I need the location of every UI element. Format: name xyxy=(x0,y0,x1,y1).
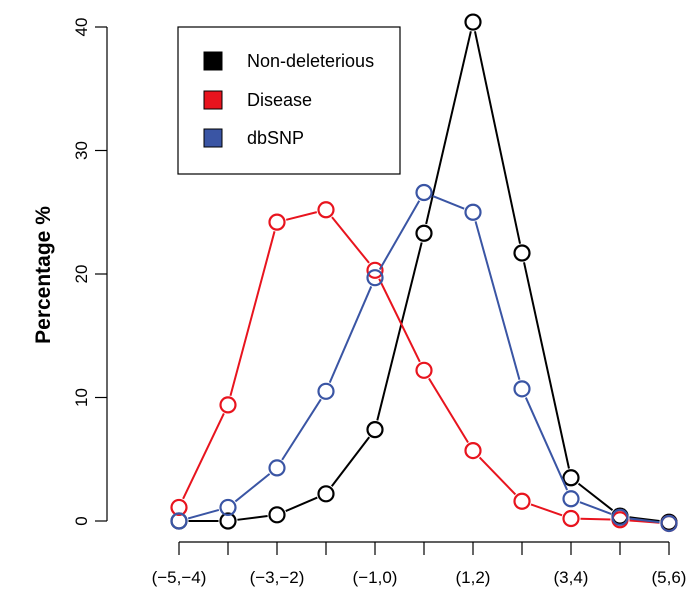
series-segment xyxy=(580,517,611,521)
series-segment xyxy=(376,242,423,421)
y-tick-label: 0 xyxy=(72,516,91,525)
x-tick-label: (−1,0) xyxy=(353,568,398,587)
data-point xyxy=(562,509,580,528)
data-point xyxy=(219,498,237,517)
data-point xyxy=(268,213,286,231)
data-point xyxy=(317,485,335,503)
data-point xyxy=(317,382,335,400)
x-tick-label: (5,6) xyxy=(652,568,687,587)
x-tick-label: (3,4) xyxy=(554,568,589,587)
series-segment xyxy=(285,496,318,513)
data-point xyxy=(366,269,384,287)
series-segment xyxy=(237,515,268,521)
series-segment xyxy=(328,286,373,383)
series-segment xyxy=(378,200,421,270)
series-segment xyxy=(523,262,570,469)
series-segment xyxy=(530,503,563,517)
data-point xyxy=(513,380,531,398)
y-axis: 0 10 20 30 40 xyxy=(72,18,108,526)
y-tick-label: 40 xyxy=(72,18,91,37)
legend: Non-deleterious Disease dbSNP xyxy=(177,26,401,175)
data-point xyxy=(562,490,580,508)
data-point xyxy=(562,469,580,487)
y-axis-title: Percentage % xyxy=(32,206,55,344)
data-point xyxy=(611,508,629,526)
series-segment xyxy=(524,397,569,491)
data-point xyxy=(415,224,433,242)
data-point xyxy=(268,459,286,477)
x-tick-label: (−5,−4) xyxy=(152,568,207,587)
y-tick-label: 10 xyxy=(72,388,91,407)
series-segment xyxy=(281,398,322,461)
series-segment xyxy=(474,221,521,380)
legend-swatch-disease xyxy=(203,90,223,110)
data-point xyxy=(317,201,335,219)
series-segment xyxy=(579,501,612,515)
series-segment xyxy=(577,482,614,511)
data-point xyxy=(219,512,237,530)
series-segment xyxy=(234,473,271,503)
series-segment xyxy=(229,231,276,396)
series-segment xyxy=(182,413,225,500)
series-segment xyxy=(473,31,522,244)
legend-label-non-deleterious: Non-deleterious xyxy=(247,51,374,71)
data-point xyxy=(513,492,531,510)
data-point xyxy=(170,512,188,530)
series-segment xyxy=(478,456,517,496)
series-segment xyxy=(331,216,370,264)
series-segment xyxy=(425,31,472,225)
series-segment xyxy=(629,517,660,524)
y-tick-label: 20 xyxy=(72,265,91,284)
series-disease xyxy=(170,201,678,533)
data-point xyxy=(268,506,286,524)
series-segment xyxy=(378,278,421,363)
series-segment xyxy=(428,377,469,444)
series-segment xyxy=(629,516,660,523)
series-non-deleterious xyxy=(170,13,678,531)
data-point xyxy=(464,203,482,221)
data-point xyxy=(415,183,433,202)
data-point xyxy=(513,244,531,262)
legend-swatch-non-deleterious xyxy=(203,51,223,71)
data-point xyxy=(366,261,384,279)
series-segment xyxy=(285,211,318,221)
data-point xyxy=(366,421,384,439)
data-point xyxy=(464,13,482,31)
x-axis: (−5,−4) (−3,−2) (−1,0) (1,2) (3,4) (5,6) xyxy=(152,541,687,587)
series-segment xyxy=(432,195,465,210)
series-segment xyxy=(330,436,371,487)
data-point xyxy=(170,498,188,517)
x-tick-label: (−3,−2) xyxy=(250,568,305,587)
x-tick-label: (1,2) xyxy=(456,568,491,587)
series-dbsnp xyxy=(170,183,678,533)
data-point xyxy=(219,396,237,414)
data-point xyxy=(464,442,482,460)
y-tick-label: 30 xyxy=(72,141,91,160)
data-point xyxy=(660,514,678,533)
legend-label-dbsnp: dbSNP xyxy=(247,128,304,148)
data-point xyxy=(415,361,433,379)
legend-label-disease: Disease xyxy=(247,90,312,110)
legend-swatch-dbsnp xyxy=(203,128,223,148)
series-segment xyxy=(187,508,220,520)
series-layer xyxy=(170,13,678,533)
